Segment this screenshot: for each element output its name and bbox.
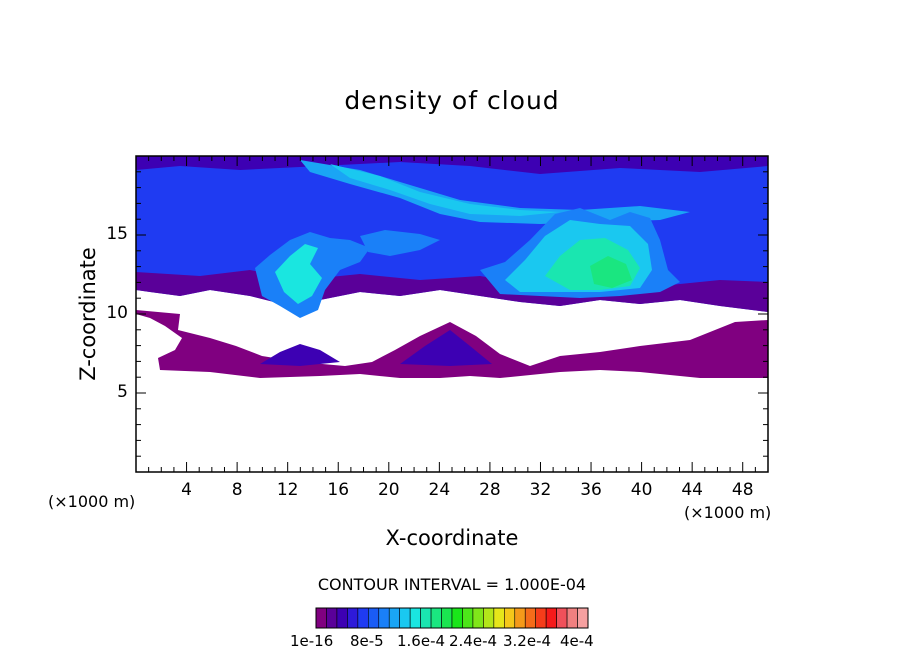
colorbar-swatch [577,607,589,629]
x-tick-label: 8 [231,480,243,500]
colorbar-swatch [472,607,484,629]
y-axis-unit: (×1000 m) [48,492,136,511]
y-tick-label: 15 [106,224,128,244]
colorbar-label: 1e-16 [290,632,334,650]
colorbar-swatch [430,607,442,629]
x-tick-label: 20 [377,480,400,500]
colorbar-swatch [556,607,568,629]
colorbar-label: 8e-5 [350,632,384,650]
colorbar-swatch [357,607,369,629]
x-tick-label: 28 [479,480,501,500]
colorbar-label: 1.6e-4 [397,632,446,650]
cloud-region-upper-streak-core [330,164,560,216]
cloud-region-mid-cell [360,230,440,256]
cloud-field [136,156,768,378]
colorbar-swatch [315,607,327,629]
x-axis-unit: (×1000 m) [684,503,772,522]
colorbar-swatch [514,607,526,629]
colorbar-swatch [545,607,557,629]
colorbar-label: 3.2e-4 [503,632,552,650]
colorbar-swatch [483,607,495,629]
colorbar-swatch [420,607,432,629]
x-tick-label: 32 [529,480,552,500]
colorbar-swatch [326,607,338,629]
colorbar-swatch [462,607,474,629]
colorbar-swatch [566,607,578,629]
x-axis-label: X-coordinate [385,526,519,550]
y-tick-label: 10 [106,303,128,323]
cloud-region-left-cluster-core [275,244,322,304]
colorbar-label: 4e-4 [560,632,594,650]
chart-title: density of cloud [344,86,560,115]
colorbar-swatch [347,607,359,629]
colorbar-swatch [535,607,547,629]
colorbar-label: 2.4e-4 [449,632,498,650]
axis-ticks [136,156,768,472]
y-tick-label: 5 [117,382,128,402]
colorbar-swatch [441,607,453,629]
x-tick-label: 48 [731,480,754,500]
cloud-region-right-cloud-peak [590,256,632,288]
cloud-region-dark-band [136,156,768,174]
x-tick-label: 36 [580,480,602,500]
colorbar-swatch [524,607,536,629]
colorbar-swatch [388,607,400,629]
cloud-region-hill-left [260,344,340,366]
colorbar-swatch [368,607,380,629]
x-tick-label: 24 [428,480,451,500]
colorbar-swatch [409,607,421,629]
colorbar-swatch [504,607,516,629]
colorbar-swatch [378,607,390,629]
x-tick-label: 4 [181,480,192,500]
colorbar-swatch [451,607,463,629]
cloud-region-hill-center [400,330,492,366]
x-tick-label: 44 [681,480,703,500]
colorbar-outline [315,607,589,629]
colorbar-swatch [336,607,348,629]
colorbar-swatch [493,607,505,629]
x-tick-label: 12 [276,480,299,500]
colorbar [315,607,589,629]
colorbar-swatch [399,607,411,629]
x-tick-label: 16 [327,480,350,500]
contour-interval-text: CONTOUR INTERVAL = 1.000E-04 [317,575,587,594]
x-tick-label: 40 [630,480,653,500]
